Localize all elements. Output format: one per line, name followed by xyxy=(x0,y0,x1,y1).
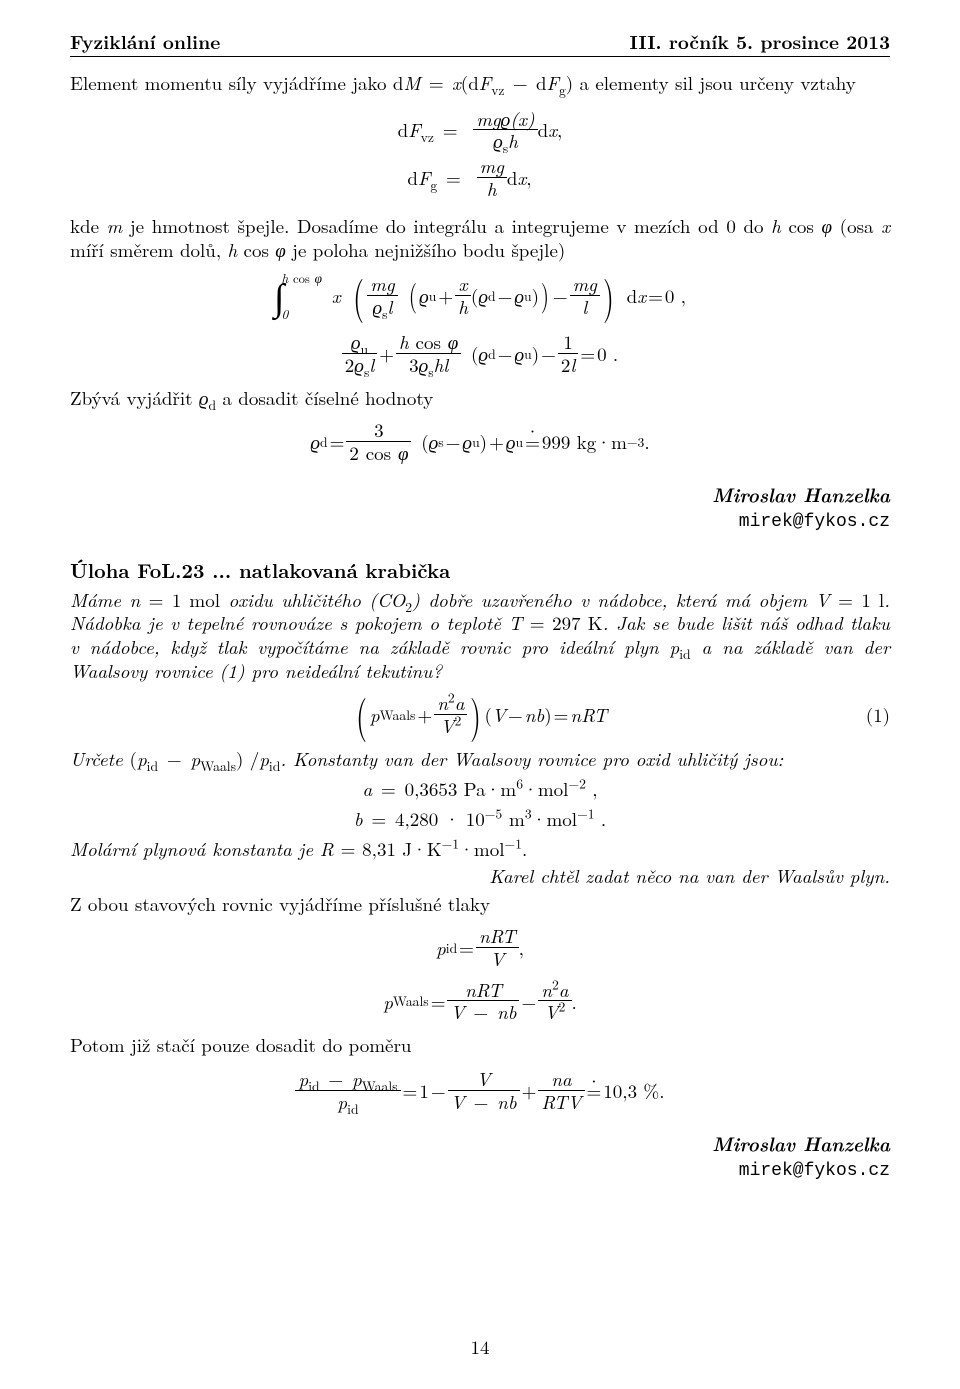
problem-statement: Máme n = 1 mol oxidu uhličitého (CO2) do… xyxy=(70,588,890,683)
paragraph-2: kde m je hmotnost špejle. Dosadíme do in… xyxy=(70,214,890,262)
eq-rho-d: ϱd = 32 cos φ (ϱs − ϱu) + ϱu = 999 kg·m−… xyxy=(70,420,890,464)
equation-number: (1) xyxy=(866,703,890,727)
text: míří směrem dolů, xyxy=(70,236,227,263)
text: je poloha nejnižšího bodu špejle) xyxy=(286,236,565,263)
eq-dFvz-dFg: dFvz = mgϱ(x)ϱshdx , dFg = mghdx , xyxy=(70,105,890,204)
text: Zbývá vyjádřit xyxy=(70,384,199,411)
eq-pid: pid = nRTV , xyxy=(70,926,890,970)
text: . Konstanty van der Waalsovy rovnice pro… xyxy=(280,745,783,772)
running-header: Fyziklání online III. ročník 5. prosince… xyxy=(70,30,890,57)
author-email: mirek@fykos.cz xyxy=(739,512,890,532)
text: a elementy sil jsou určeny vztahy xyxy=(573,69,856,96)
text: Molární plynová konstanta je xyxy=(70,835,320,862)
author-name: Miroslav Hanzelka xyxy=(712,480,890,508)
author-name: Miroslav Hanzelka xyxy=(712,1129,890,1157)
eq-integral: ∫ h cos φ0 x ( mgϱsl (ϱu + xh (ϱd − ϱu))… xyxy=(70,271,890,320)
eq-vdW: ( pWaals + n2aV2 ) (V − nb) = nRT (1) xyxy=(70,693,890,738)
author-email: mirek@fykos.cz xyxy=(739,1161,890,1181)
text: Element momentu síly vyjádříme jako d xyxy=(70,69,403,96)
ratio-value: 10,3 % xyxy=(603,1079,659,1103)
header-left: Fyziklání online xyxy=(70,30,220,54)
header-right: III. ročník 5. prosince 2013 xyxy=(629,30,890,54)
paragraph-1: Element momentu síly vyjádříme jako dM =… xyxy=(70,71,890,95)
page-number: 14 xyxy=(0,1335,960,1359)
text: a dosadit číselné hodnoty xyxy=(216,384,433,411)
section-title: Úloha FoL.23 ... natlakovaná krabička xyxy=(70,557,890,582)
karel-note: Karel chtěl zadat něco na van der Waalsů… xyxy=(70,864,890,888)
const-b: b = 4,280 · 10−5 m3·mol−1 . xyxy=(70,807,890,831)
text: (osa xyxy=(832,212,881,239)
text: Určete xyxy=(70,745,130,772)
eq-second-line: ϱu2ϱsl + h cos φ3ϱshl (ϱd − ϱu) − 12l = … xyxy=(70,330,890,376)
author-1: Miroslav Hanzelka mirek@fykos.cz xyxy=(70,482,890,535)
molar-constant-line: Molární plynová konstanta je R = 8,31 J·… xyxy=(70,837,890,861)
determine-line: Určete (pid − pWaals) /pid. Konstanty va… xyxy=(70,747,890,771)
solution-line-2: Potom již stačí pouze dosadit do poměru xyxy=(70,1033,890,1057)
rho-numeric: 999 kg·m xyxy=(542,430,627,454)
const-a: a = 0,3653 Pa·m6·mol−2 , xyxy=(70,777,890,801)
author-2: Miroslav Hanzelka mirek@fykos.cz xyxy=(70,1131,890,1184)
solution-line-1: Z obou stavových rovnic vyjádříme příslu… xyxy=(70,892,890,916)
eq-pwaals: pWaals = nRTV − nb − n2aV2 . xyxy=(70,980,890,1024)
page: Fyziklání online III. ročník 5. prosince… xyxy=(0,0,960,1389)
eq-ratio: pid − pWaalspid = 1 − VV − nb + naRTV = … xyxy=(70,1067,890,1113)
paragraph-3: Zbývá vyjádřit ϱd a dosadit číselné hodn… xyxy=(70,386,890,410)
